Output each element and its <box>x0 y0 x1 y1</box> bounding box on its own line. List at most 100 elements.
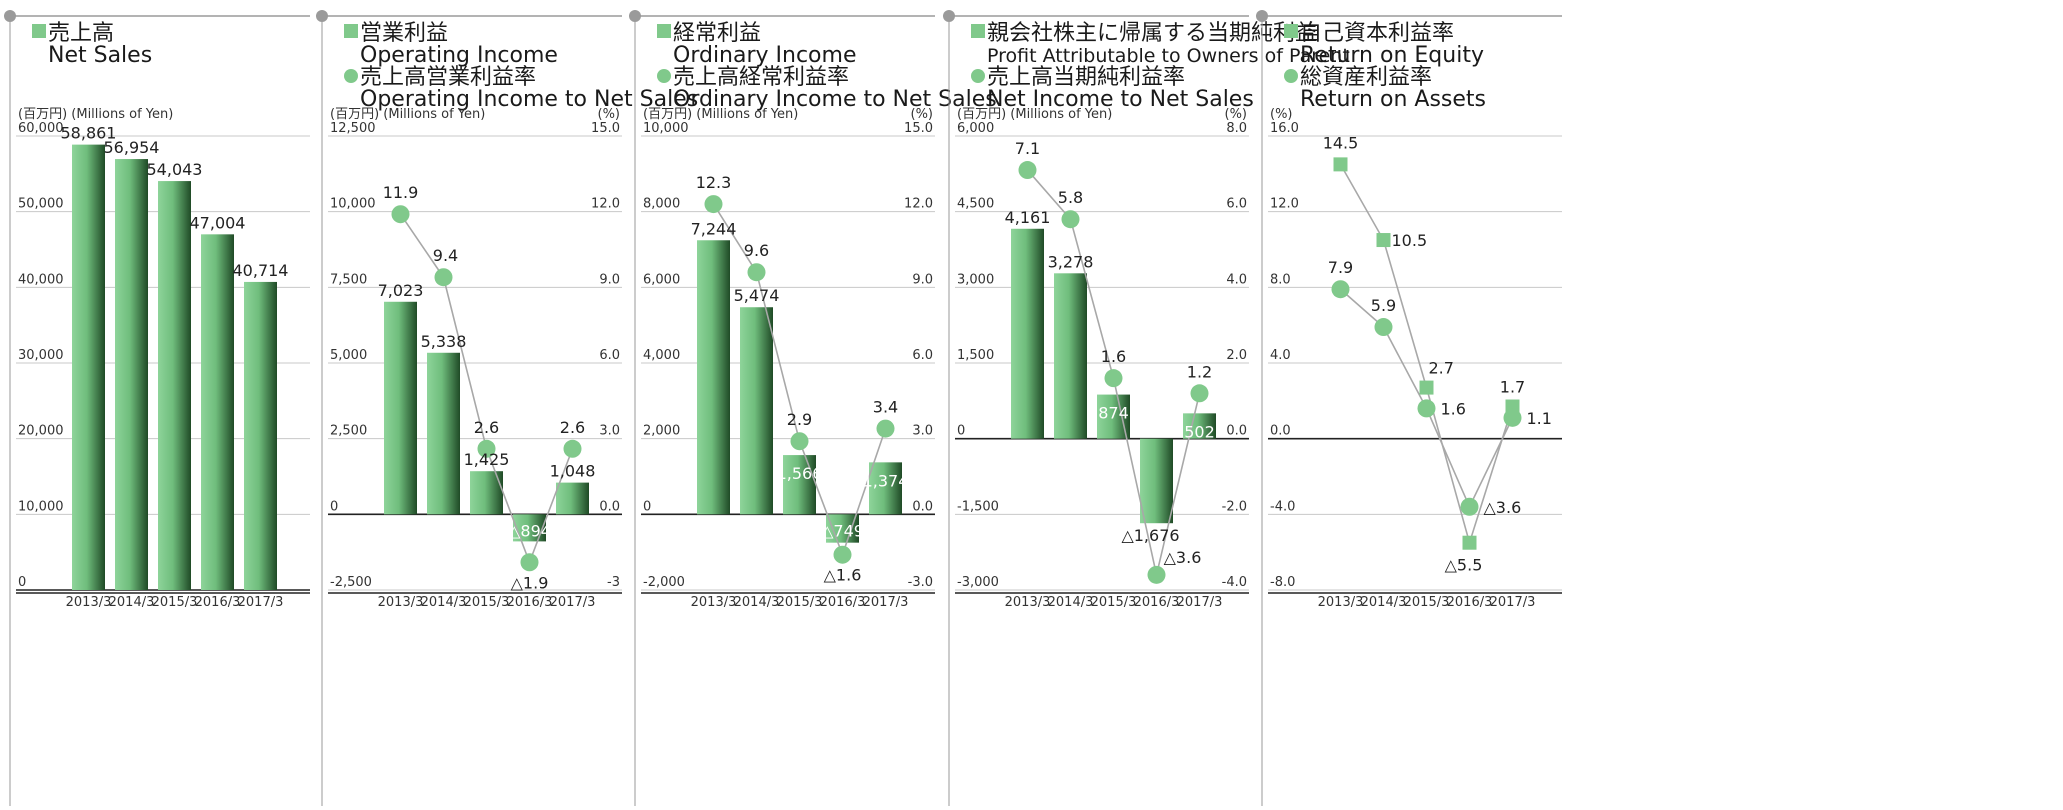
bar <box>869 462 902 515</box>
right-axis-unit: (%) <box>598 107 621 122</box>
square-point <box>1462 535 1477 550</box>
left-tick-label: 60,000 <box>18 121 64 136</box>
chart-title-line: 売上高営業利益率 <box>360 65 536 90</box>
category-label: 2015/3 <box>464 595 510 610</box>
circle-point <box>391 205 410 224</box>
bar-value-label: 5,338 <box>421 332 467 351</box>
legend-square-icon <box>971 24 985 38</box>
bar <box>201 234 234 590</box>
line-value-label: 5.9 <box>1371 296 1396 315</box>
square-point <box>1333 157 1348 172</box>
line-value-label: 9.6 <box>744 241 769 260</box>
right-tick-label: 0.0 <box>1226 424 1247 439</box>
line-value-label: △3.6 <box>1484 498 1522 517</box>
left-tick-label: 4,500 <box>957 197 994 212</box>
right-tick-label: 9.0 <box>912 272 933 287</box>
chart-title-line: 売上高当期純利益率 <box>987 65 1185 90</box>
left-tick-label: 10,000 <box>18 499 64 514</box>
circle-point <box>1460 497 1479 516</box>
chart-title-line: Profit Attributable to Owners of Parent <box>987 45 1350 67</box>
series-line <box>1339 288 1514 509</box>
chart-title-line: 自己資本利益率 <box>1300 21 1454 46</box>
category-label: 2014/3 <box>1361 595 1407 610</box>
category-label: 2013/3 <box>378 595 424 610</box>
circle-point <box>1018 161 1037 180</box>
bar-value-label: 3,278 <box>1048 252 1094 271</box>
bar-value-label: 40,714 <box>233 261 289 280</box>
chart-title-line: 総資産利益率 <box>1300 65 1432 90</box>
bar <box>427 352 460 515</box>
category-label: 2016/3 <box>1447 595 1493 610</box>
line-value-label: 2.6 <box>474 418 499 437</box>
circle-point <box>790 432 809 451</box>
panel-top-dot <box>1256 10 1268 22</box>
bar <box>1054 273 1087 439</box>
panel-top-dot <box>943 10 955 22</box>
legend-square-icon <box>344 24 358 38</box>
line-value-label: 2.7 <box>1429 359 1454 378</box>
bar <box>1140 438 1173 524</box>
bar <box>384 301 417 515</box>
left-tick-label: 12,500 <box>330 121 376 136</box>
legend-square-icon <box>657 24 671 38</box>
bar <box>826 514 859 543</box>
left-tick-label: 40,000 <box>18 272 64 287</box>
line-value-label: 1.1 <box>1527 409 1552 428</box>
left-tick-label: 50,000 <box>18 197 64 212</box>
square-point <box>1376 233 1391 248</box>
right-tick-label: 8.0 <box>1226 121 1247 136</box>
category-label: 2014/3 <box>421 595 467 610</box>
legend-square-icon <box>32 24 46 38</box>
line-value-label: 1.7 <box>1500 378 1525 397</box>
line-value-label: 9.4 <box>433 246 458 265</box>
chart-title-line: Net Sales <box>48 43 152 68</box>
category-label: 2013/3 <box>66 595 112 610</box>
category-label: 2014/3 <box>109 595 155 610</box>
chart-title-line: Return on Equity <box>1300 43 1484 68</box>
panel-top-dot <box>629 10 641 22</box>
bar <box>72 144 105 590</box>
line-value-label: △1.9 <box>511 573 549 592</box>
left-tick-label: -8.0 <box>1270 575 1295 590</box>
legend-circle-icon <box>344 69 358 83</box>
legend-circle-icon <box>971 69 985 83</box>
series-line <box>1339 163 1514 546</box>
circle-point <box>1331 280 1350 299</box>
left-tick-label: 0 <box>330 499 338 514</box>
category-label: 2015/3 <box>152 595 198 610</box>
chart-title-line: Return on Assets <box>1300 87 1486 112</box>
circle-point <box>833 545 852 564</box>
category-label: 2015/3 <box>777 595 823 610</box>
bar <box>556 482 589 515</box>
circle-point <box>1503 408 1522 427</box>
bar-value-label: 1,048 <box>550 462 596 481</box>
right-tick-label: 12.0 <box>904 197 933 212</box>
chart-title-line: Ordinary Income to Net Sales <box>673 87 997 112</box>
category-label: 2016/3 <box>195 595 241 610</box>
left-tick-label: 1,500 <box>957 348 994 363</box>
line-value-label: 7.9 <box>1328 258 1353 277</box>
right-tick-label: 0.0 <box>912 499 933 514</box>
left-axis-unit: (百万円) (Millions of Yen) <box>18 107 173 122</box>
circle-point <box>520 553 539 572</box>
chart-title-line: 売上高経常利益率 <box>673 65 849 90</box>
bar <box>697 240 730 515</box>
circle-point <box>747 263 766 282</box>
chart-title-line: 営業利益 <box>360 21 448 46</box>
circle-point <box>876 419 895 438</box>
category-label: 2013/3 <box>1318 595 1364 610</box>
left-axis-unit: (%) <box>1270 107 1293 122</box>
right-tick-label: 2.0 <box>1226 348 1247 363</box>
left-tick-label: 0 <box>643 499 651 514</box>
right-tick-label: 0.0 <box>599 499 620 514</box>
bar <box>783 455 816 515</box>
line-value-label: △5.5 <box>1445 556 1483 575</box>
category-label: 2015/3 <box>1091 595 1137 610</box>
right-tick-label: 3.0 <box>912 424 933 439</box>
right-tick-label: 15.0 <box>904 121 933 136</box>
line-value-label: 1.6 <box>1101 347 1126 366</box>
line-value-label: 12.3 <box>696 173 732 192</box>
category-label: 2015/3 <box>1404 595 1450 610</box>
